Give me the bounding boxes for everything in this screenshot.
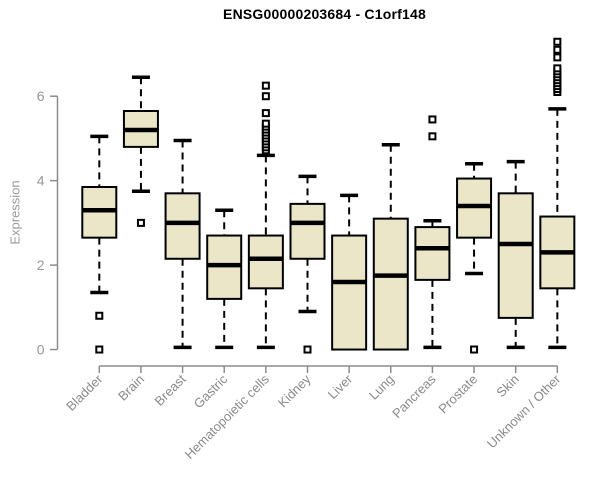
x-category-label: Unknown / Other: [484, 371, 564, 451]
y-tick-label: 0: [37, 342, 45, 358]
iqr-box: [247, 234, 284, 290]
iqr-box: [497, 192, 534, 319]
y-tick-label: 2: [37, 257, 45, 273]
outlier-point: [136, 218, 145, 227]
outlier-point: [553, 37, 562, 46]
boxplot-lung: [372, 143, 409, 351]
chart-title: ENSG00000203684 - C1orf148: [223, 6, 426, 22]
outlier-point: [553, 45, 562, 54]
outlier-point: [303, 345, 312, 354]
boxplot-unknown-other: [539, 37, 576, 350]
outlier-point: [428, 132, 437, 141]
outlier-point: [428, 115, 437, 124]
boxplot-kidney: [289, 174, 326, 354]
x-category-label: Brain: [115, 372, 147, 404]
outlier-point: [261, 119, 270, 128]
boxplot-bladder: [81, 134, 118, 354]
boxplot-prostate: [456, 162, 493, 354]
x-category-label: Skin: [493, 372, 521, 400]
boxplot-skin: [497, 159, 534, 350]
x-category-label: Liver: [325, 371, 356, 402]
x-category-label: Bladder: [63, 371, 106, 414]
x-category-label: Breast: [152, 371, 189, 408]
x-category-label: Gastric: [191, 371, 231, 411]
boxplot-breast: [164, 138, 201, 350]
boxplot-hematopoietic-cells: [247, 81, 284, 350]
boxplot-liver: [331, 193, 368, 351]
outlier-point: [95, 311, 104, 320]
iqr-box: [289, 202, 326, 260]
outlier-point: [95, 345, 104, 354]
outlier-point: [261, 92, 270, 101]
iqr-box: [372, 217, 409, 351]
outlier-point: [261, 81, 270, 90]
x-category-label: Lung: [366, 372, 397, 403]
iqr-box: [331, 234, 368, 351]
y-axis-label: Expression: [7, 180, 23, 245]
outlier-point: [553, 53, 562, 62]
boxplot-brain: [122, 75, 159, 227]
y-tick-label: 6: [37, 88, 45, 104]
x-category-label: Prostate: [435, 372, 480, 417]
boxplot-pancreas: [414, 115, 451, 350]
outlier-point: [470, 345, 479, 354]
x-category-label: Kidney: [275, 371, 314, 410]
outlier-point: [261, 109, 270, 118]
y-tick-label: 4: [37, 173, 45, 189]
outlier-point: [553, 64, 562, 73]
boxplot-gastric: [206, 208, 243, 350]
x-category-label: Pancreas: [389, 371, 439, 421]
iqr-box: [414, 226, 451, 281]
iqr-box: [164, 192, 201, 260]
